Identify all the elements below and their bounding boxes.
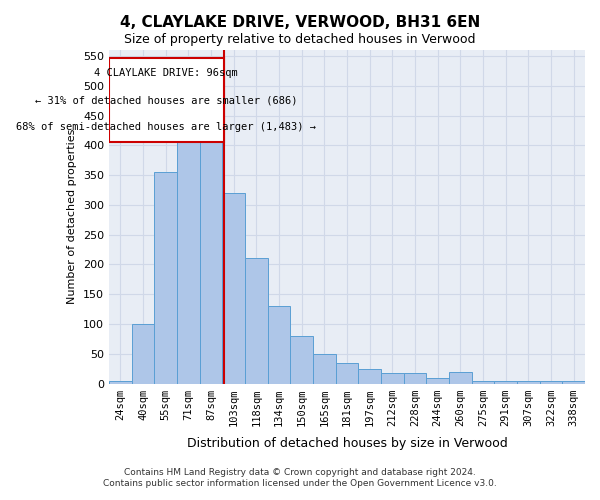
Bar	[404, 373, 427, 384]
Bar	[268, 306, 290, 384]
Bar	[517, 380, 539, 384]
Bar	[290, 336, 313, 384]
Bar	[494, 380, 517, 384]
Bar	[200, 134, 222, 384]
Bar	[109, 380, 131, 384]
Text: Contains HM Land Registry data © Crown copyright and database right 2024.
Contai: Contains HM Land Registry data © Crown c…	[103, 468, 497, 487]
Bar	[177, 122, 200, 384]
Bar	[313, 354, 335, 384]
Bar	[358, 368, 381, 384]
Text: Size of property relative to detached houses in Verwood: Size of property relative to detached ho…	[124, 32, 476, 46]
Text: ← 31% of detached houses are smaller (686): ← 31% of detached houses are smaller (68…	[35, 95, 298, 105]
Bar	[222, 193, 245, 384]
Bar	[109, 58, 224, 142]
Bar	[427, 378, 449, 384]
Y-axis label: Number of detached properties: Number of detached properties	[67, 129, 77, 304]
X-axis label: Distribution of detached houses by size in Verwood: Distribution of detached houses by size …	[187, 437, 508, 450]
Text: 68% of semi-detached houses are larger (1,483) →: 68% of semi-detached houses are larger (…	[16, 122, 316, 132]
Bar	[539, 380, 562, 384]
Bar	[562, 380, 585, 384]
Text: 4 CLAYLAKE DRIVE: 96sqm: 4 CLAYLAKE DRIVE: 96sqm	[94, 68, 238, 78]
Bar	[154, 172, 177, 384]
Bar	[381, 373, 404, 384]
Bar	[449, 372, 472, 384]
Text: 4, CLAYLAKE DRIVE, VERWOOD, BH31 6EN: 4, CLAYLAKE DRIVE, VERWOOD, BH31 6EN	[120, 15, 480, 30]
Bar	[245, 258, 268, 384]
Bar	[472, 380, 494, 384]
Bar	[131, 324, 154, 384]
Bar	[335, 362, 358, 384]
